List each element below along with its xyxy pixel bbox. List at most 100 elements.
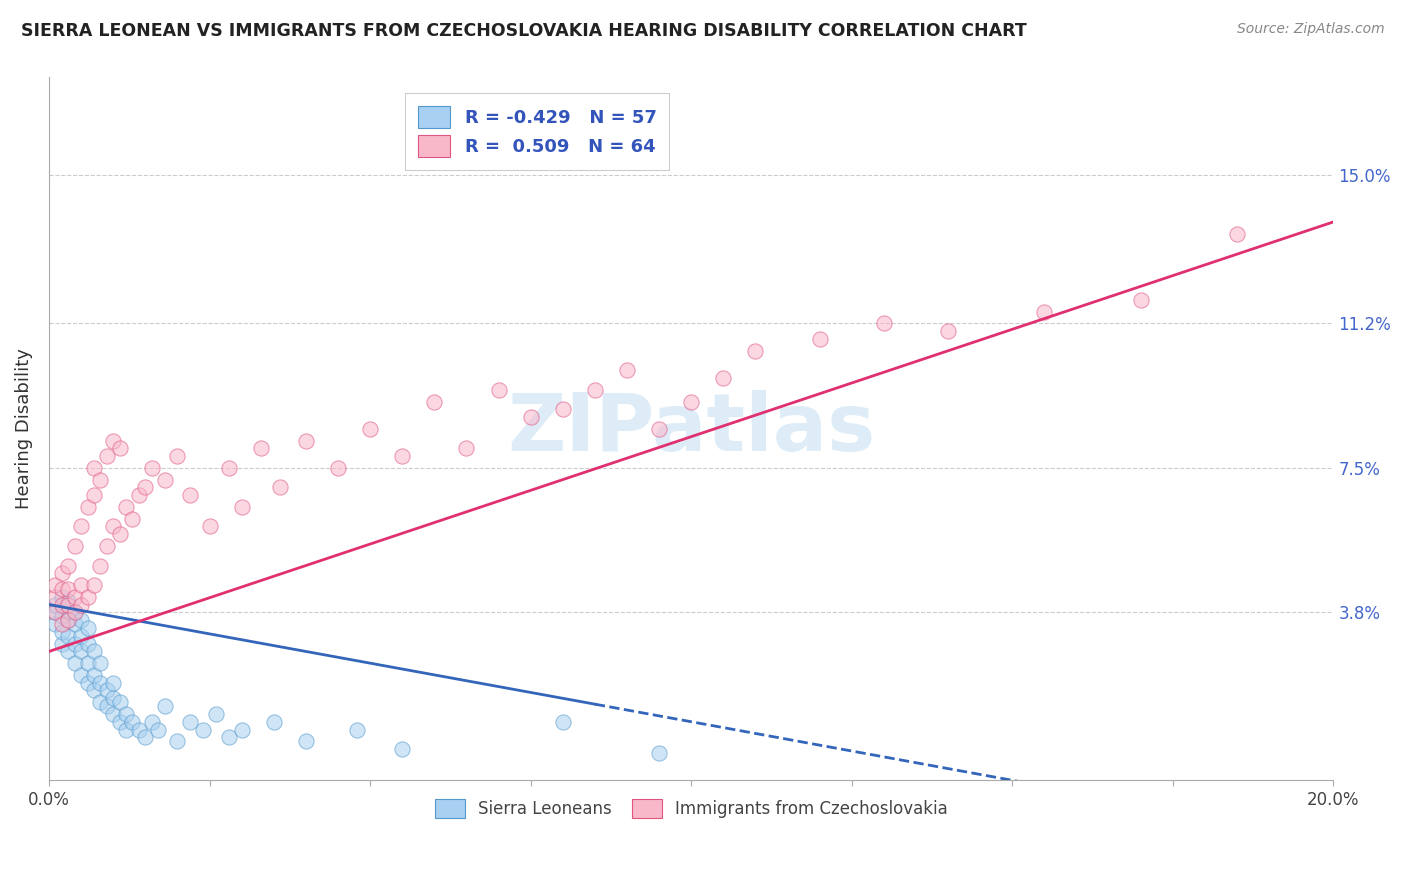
Point bbox=[191, 723, 214, 737]
Point bbox=[63, 590, 86, 604]
Point bbox=[63, 656, 86, 670]
Text: ZIPatlas: ZIPatlas bbox=[508, 390, 876, 468]
Point bbox=[89, 656, 111, 670]
Point bbox=[681, 394, 703, 409]
Point bbox=[346, 723, 368, 737]
Point bbox=[44, 590, 66, 604]
Point bbox=[218, 731, 240, 745]
Point bbox=[83, 578, 105, 592]
Point bbox=[96, 683, 118, 698]
Point bbox=[456, 442, 478, 456]
Point bbox=[58, 644, 80, 658]
Point bbox=[519, 410, 541, 425]
Point bbox=[89, 675, 111, 690]
Point bbox=[1226, 227, 1249, 241]
Point bbox=[70, 598, 93, 612]
Point bbox=[44, 617, 66, 632]
Point bbox=[153, 699, 176, 714]
Point bbox=[744, 343, 766, 358]
Point bbox=[44, 598, 66, 612]
Point bbox=[121, 714, 143, 729]
Point bbox=[58, 613, 80, 627]
Point bbox=[58, 598, 80, 612]
Point bbox=[58, 606, 80, 620]
Point bbox=[83, 461, 105, 475]
Point bbox=[153, 473, 176, 487]
Point bbox=[44, 606, 66, 620]
Point bbox=[58, 582, 80, 596]
Point bbox=[711, 371, 734, 385]
Point bbox=[76, 656, 98, 670]
Point bbox=[108, 442, 131, 456]
Point bbox=[391, 449, 413, 463]
Point bbox=[83, 488, 105, 502]
Point bbox=[58, 593, 80, 607]
Point bbox=[115, 500, 138, 514]
Point bbox=[128, 488, 150, 502]
Point bbox=[551, 402, 574, 417]
Point bbox=[583, 383, 606, 397]
Point bbox=[551, 714, 574, 729]
Point bbox=[391, 742, 413, 756]
Point bbox=[103, 691, 125, 706]
Point bbox=[231, 500, 253, 514]
Point bbox=[76, 590, 98, 604]
Point bbox=[295, 434, 318, 448]
Point bbox=[89, 473, 111, 487]
Point bbox=[359, 422, 381, 436]
Point bbox=[250, 442, 273, 456]
Point bbox=[63, 606, 86, 620]
Point bbox=[179, 488, 201, 502]
Text: SIERRA LEONEAN VS IMMIGRANTS FROM CZECHOSLOVAKIA HEARING DISABILITY CORRELATION : SIERRA LEONEAN VS IMMIGRANTS FROM CZECHO… bbox=[21, 22, 1026, 40]
Point bbox=[76, 637, 98, 651]
Point bbox=[70, 629, 93, 643]
Point bbox=[134, 731, 156, 745]
Point bbox=[146, 723, 169, 737]
Point bbox=[166, 449, 188, 463]
Point bbox=[108, 527, 131, 541]
Point bbox=[269, 480, 291, 494]
Point bbox=[1129, 293, 1152, 307]
Point bbox=[488, 383, 510, 397]
Point bbox=[70, 668, 93, 682]
Point bbox=[141, 714, 163, 729]
Point bbox=[89, 558, 111, 573]
Point bbox=[63, 606, 86, 620]
Point bbox=[295, 734, 318, 748]
Point bbox=[51, 624, 73, 639]
Point bbox=[616, 363, 638, 377]
Point bbox=[58, 629, 80, 643]
Point bbox=[83, 683, 105, 698]
Point bbox=[70, 613, 93, 627]
Point bbox=[936, 324, 959, 338]
Point bbox=[96, 699, 118, 714]
Point bbox=[326, 461, 349, 475]
Point bbox=[1033, 304, 1056, 318]
Point bbox=[103, 675, 125, 690]
Point bbox=[51, 617, 73, 632]
Point bbox=[70, 519, 93, 533]
Point bbox=[51, 598, 73, 612]
Point bbox=[63, 617, 86, 632]
Point bbox=[51, 566, 73, 581]
Point bbox=[96, 539, 118, 553]
Point bbox=[115, 706, 138, 721]
Point bbox=[808, 332, 831, 346]
Point bbox=[51, 609, 73, 624]
Point bbox=[103, 519, 125, 533]
Legend: Sierra Leoneans, Immigrants from Czechoslovakia: Sierra Leoneans, Immigrants from Czechos… bbox=[427, 793, 955, 825]
Point bbox=[115, 723, 138, 737]
Point bbox=[128, 723, 150, 737]
Point bbox=[205, 706, 228, 721]
Y-axis label: Hearing Disability: Hearing Disability bbox=[15, 349, 32, 509]
Point bbox=[108, 695, 131, 709]
Point bbox=[51, 590, 73, 604]
Point bbox=[108, 714, 131, 729]
Point bbox=[648, 422, 671, 436]
Point bbox=[51, 582, 73, 596]
Point bbox=[83, 644, 105, 658]
Point bbox=[70, 644, 93, 658]
Point bbox=[648, 746, 671, 760]
Point bbox=[83, 668, 105, 682]
Point bbox=[121, 511, 143, 525]
